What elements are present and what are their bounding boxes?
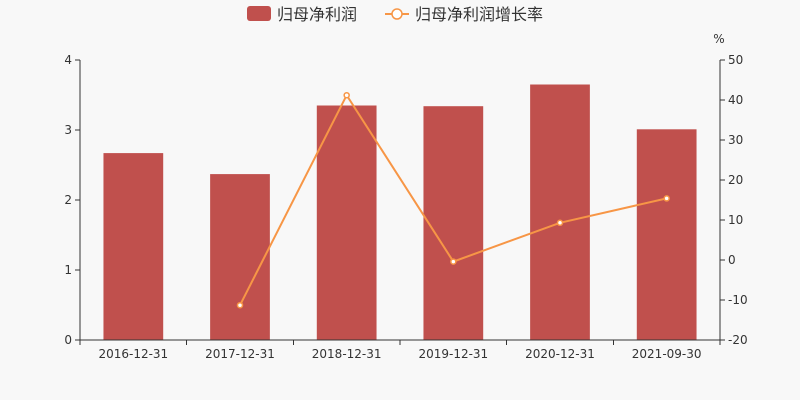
right-tick-label: 0 [728, 253, 736, 267]
x-tick-label: 2016-12-31 [98, 347, 168, 361]
x-tick-label: 2017-12-31 [205, 347, 275, 361]
legend: 归母净利润 归母净利润增长率 [247, 5, 543, 24]
right-axis-unit: % [713, 32, 724, 46]
line-series [236, 91, 670, 309]
growth-rate-point-2017-12-31 [236, 301, 244, 309]
right-tick-label: 10 [728, 213, 743, 227]
bar-2021-09-30 [636, 129, 697, 340]
bar-series [103, 84, 697, 340]
legend-label-growth-rate: 归母净利润增长率 [415, 5, 543, 24]
right-tick-label: -10 [728, 293, 748, 307]
growth-rate-point-2018-12-31 [343, 91, 350, 99]
right-tick-label: 30 [728, 133, 743, 147]
legend-label-net-profit: 归母净利润 [277, 5, 357, 24]
left-tick-label: 0 [64, 333, 72, 347]
bar-2017-12-31 [210, 174, 270, 340]
bar-2020-12-31 [530, 84, 590, 340]
bar-2018-12-31 [316, 105, 377, 340]
growth-rate-point-2019-12-31 [450, 258, 457, 265]
left-tick-label: 1 [64, 263, 72, 277]
x-tick-label: 2018-12-31 [312, 347, 382, 361]
right-tick-label: -20 [728, 333, 748, 347]
x-tick-label: 2020-12-31 [525, 347, 595, 361]
growth-rate-point-2020-12-31 [556, 219, 564, 227]
x-tick-label: 2019-12-31 [418, 347, 488, 361]
right-tick-label: 50 [728, 53, 743, 67]
right-tick-label: 40 [728, 93, 743, 107]
legend-bar-swatch [247, 6, 271, 21]
bar-2016-12-31 [103, 153, 164, 340]
axes: 0 1 2 3 4 -20 -10 0 10 20 30 40 50 2016-12-31 2017-12-… [64, 53, 747, 361]
right-tick-label: 20 [728, 173, 743, 187]
legend-line-marker [391, 8, 403, 20]
left-tick-label: 2 [64, 193, 72, 207]
left-tick-label: 3 [64, 123, 72, 137]
bar-2019-12-31 [423, 106, 484, 340]
x-tick-label: 2021-09-30 [632, 347, 702, 361]
growth-rate-point-2021-09-30 [663, 195, 670, 202]
left-tick-label: 4 [64, 53, 72, 67]
